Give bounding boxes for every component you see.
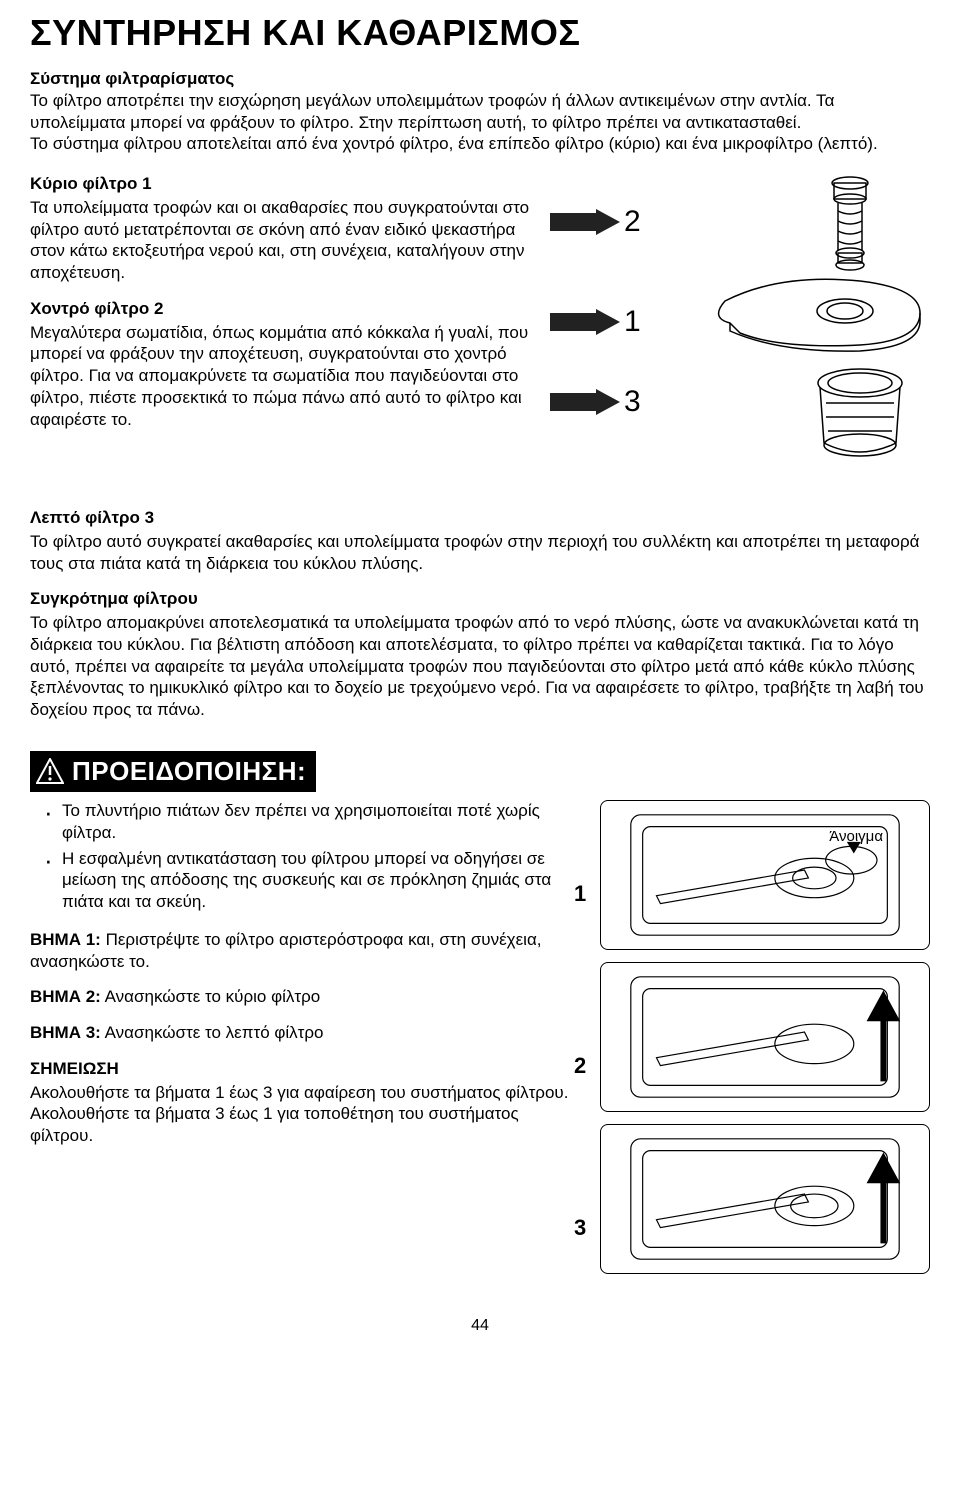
warning-item: Η εσφαλμένη αντικατάσταση του φίλτρου μπ… xyxy=(48,848,580,913)
step-2: ΒΗΜΑ 2: Ανασηκώστε το κύριο φίλτρο xyxy=(30,986,580,1008)
filter3-title: Λεπτό φίλτρο 3 xyxy=(30,507,930,529)
warning-item: Το πλυντήριο πιάτων δεν πρέπει να χρησιμ… xyxy=(48,800,580,844)
step2-body: Ανασηκώστε το κύριο φίλτρο xyxy=(105,987,321,1006)
arrow-icon xyxy=(550,209,620,235)
filter-steps-figure: 1 Άνοιγμα 2 xyxy=(600,800,930,1286)
fig1-label-3: 3 xyxy=(624,383,641,421)
filter-parts-illustration xyxy=(670,173,930,493)
filtering-p1: Το φίλτρο αποτρέπει την εισχώρηση μεγάλω… xyxy=(30,90,930,134)
step2-label: ΒΗΜΑ 2: xyxy=(30,987,101,1006)
assembly-body: Το φίλτρο απομακρύνει αποτελεσματικά τα … xyxy=(30,612,930,721)
filter2-body: Μεγαλύτερα σωματίδια, όπως κομμάτια από … xyxy=(30,322,530,431)
warning-icon xyxy=(36,758,64,784)
step-1: ΒΗΜΑ 1: Περιστρέψτε το φίλτρο αριστερόστ… xyxy=(30,929,580,973)
step3-body: Ανασηκώστε το λεπτό φίλτρο xyxy=(105,1023,324,1042)
filtering-p2: Το σύστημα φίλτρου αποτελείται από ένα χ… xyxy=(30,133,930,155)
page-title: ΣΥΝΤΗΡΗΣΗ ΚΑΙ ΚΑΘΑΡΙΣΜΟΣ xyxy=(30,10,930,56)
fig1-label-1: 1 xyxy=(624,303,641,341)
step-illustration-1: Άνοιγμα xyxy=(600,800,930,950)
filter1-body: Τα υπολείμματα τροφών και οι ακαθαρσίες … xyxy=(30,197,530,284)
note-title: ΣΗΜΕΙΩΣΗ xyxy=(30,1058,580,1080)
filter3-body: Το φίλτρο αυτό συγκρατεί ακαθαρσίες και … xyxy=(30,531,930,575)
warning-label: ΠΡΟΕΙΔΟΠΟΙΗΣΗ: xyxy=(72,755,306,788)
filtering-system-heading: Σύστημα φιλτραρίσματος xyxy=(30,68,930,90)
step-3: ΒΗΜΑ 3: Ανασηκώστε το λεπτό φίλτρο xyxy=(30,1022,580,1044)
filter1-title: Κύριο φίλτρο 1 xyxy=(30,173,530,195)
warning-list: Το πλυντήριο πιάτων δεν πρέπει να χρησιμ… xyxy=(30,800,580,913)
note-body: Ακολουθήστε τα βήματα 1 έως 3 για αφαίρε… xyxy=(30,1082,580,1147)
arrow-icon xyxy=(550,389,620,415)
fig2-num-3: 3 xyxy=(574,1214,586,1242)
filter-parts-figure: 2 1 3 xyxy=(550,173,930,493)
fig2-num-2: 2 xyxy=(574,1052,586,1080)
open-label: Άνοιγμα xyxy=(829,827,883,846)
step3-label: ΒΗΜΑ 3: xyxy=(30,1023,101,1042)
step1-label: ΒΗΜΑ 1: xyxy=(30,930,101,949)
page-number: 44 xyxy=(30,1316,930,1336)
step-illustration-3 xyxy=(600,1124,930,1274)
arrow-icon xyxy=(550,309,620,335)
fig1-label-2: 2 xyxy=(624,203,641,241)
filter2-title: Χοντρό φίλτρο 2 xyxy=(30,298,530,320)
assembly-title: Συγκρότημα φίλτρου xyxy=(30,588,930,610)
warning-banner: ΠΡΟΕΙΔΟΠΟΙΗΣΗ: xyxy=(30,751,316,792)
step1-body: Περιστρέψτε το φίλτρο αριστερόστροφα και… xyxy=(30,930,542,971)
fig2-num-1: 1 xyxy=(574,880,586,908)
step-illustration-2 xyxy=(600,962,930,1112)
